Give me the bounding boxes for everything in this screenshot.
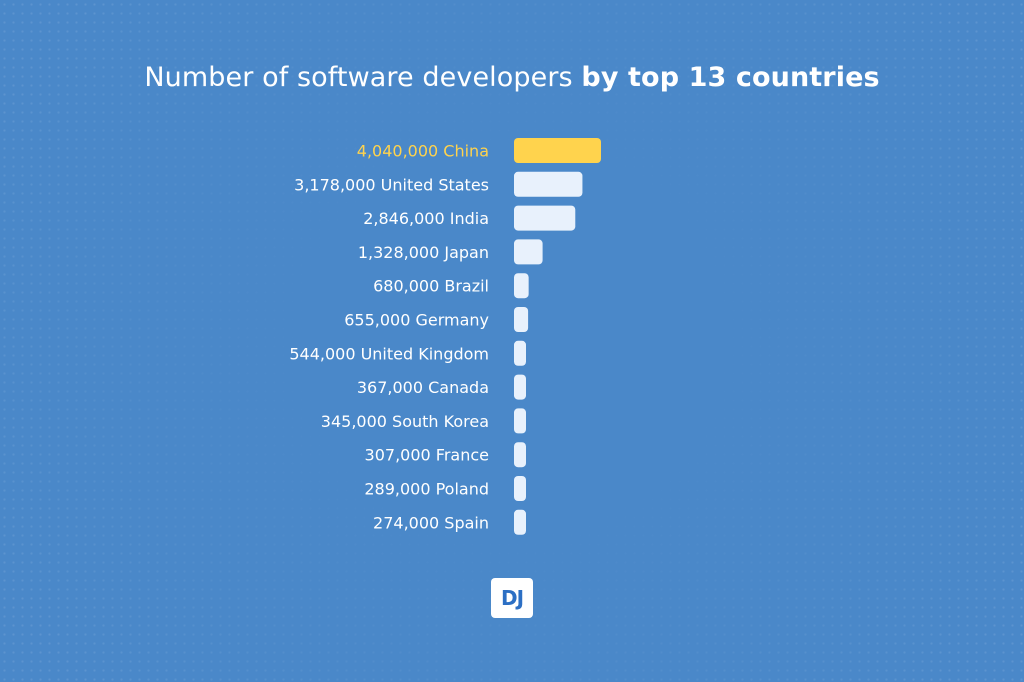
bar-label-japan: 1,328,000 Japan [358,243,489,262]
bar-canada [514,374,526,400]
bar-label-united-kingdom: 544,000 United Kingdom [289,344,489,363]
bar-label-brazil: 680,000 Brazil [373,277,489,296]
chart-title: Number of software developers by top 13 … [0,62,1024,93]
bar-japan [514,239,543,265]
bar-france [514,442,526,468]
bar-south-korea [514,408,526,434]
bar-united-kingdom [514,340,526,366]
bar-united-states [514,171,583,197]
bar-poland [514,476,526,501]
bar-brazil [514,273,529,299]
bar-label-united-states: 3,178,000 United States [294,175,489,194]
bar-label-spain: 274,000 Spain [373,513,489,532]
bar-label-india: 2,846,000 India [363,209,489,228]
bar-label-canada: 367,000 Canada [357,378,489,397]
bar-china [514,138,601,163]
bar-india [514,205,576,231]
chart-title-regular: Number of software developers [144,62,573,93]
bar-label-south-korea: 345,000 South Korea [321,412,489,431]
dj-logo: DJ [491,578,533,618]
bar-label-poland: 289,000 Poland [364,480,489,499]
bar-label-china: 4,040,000 China [357,142,489,161]
bar-spain [514,509,526,535]
bar-germany [514,307,529,332]
bar-label-germany: 655,000 Germany [344,311,489,330]
chart-title-bold: by top 13 countries [581,62,880,93]
bar-label-france: 307,000 France [365,446,489,465]
